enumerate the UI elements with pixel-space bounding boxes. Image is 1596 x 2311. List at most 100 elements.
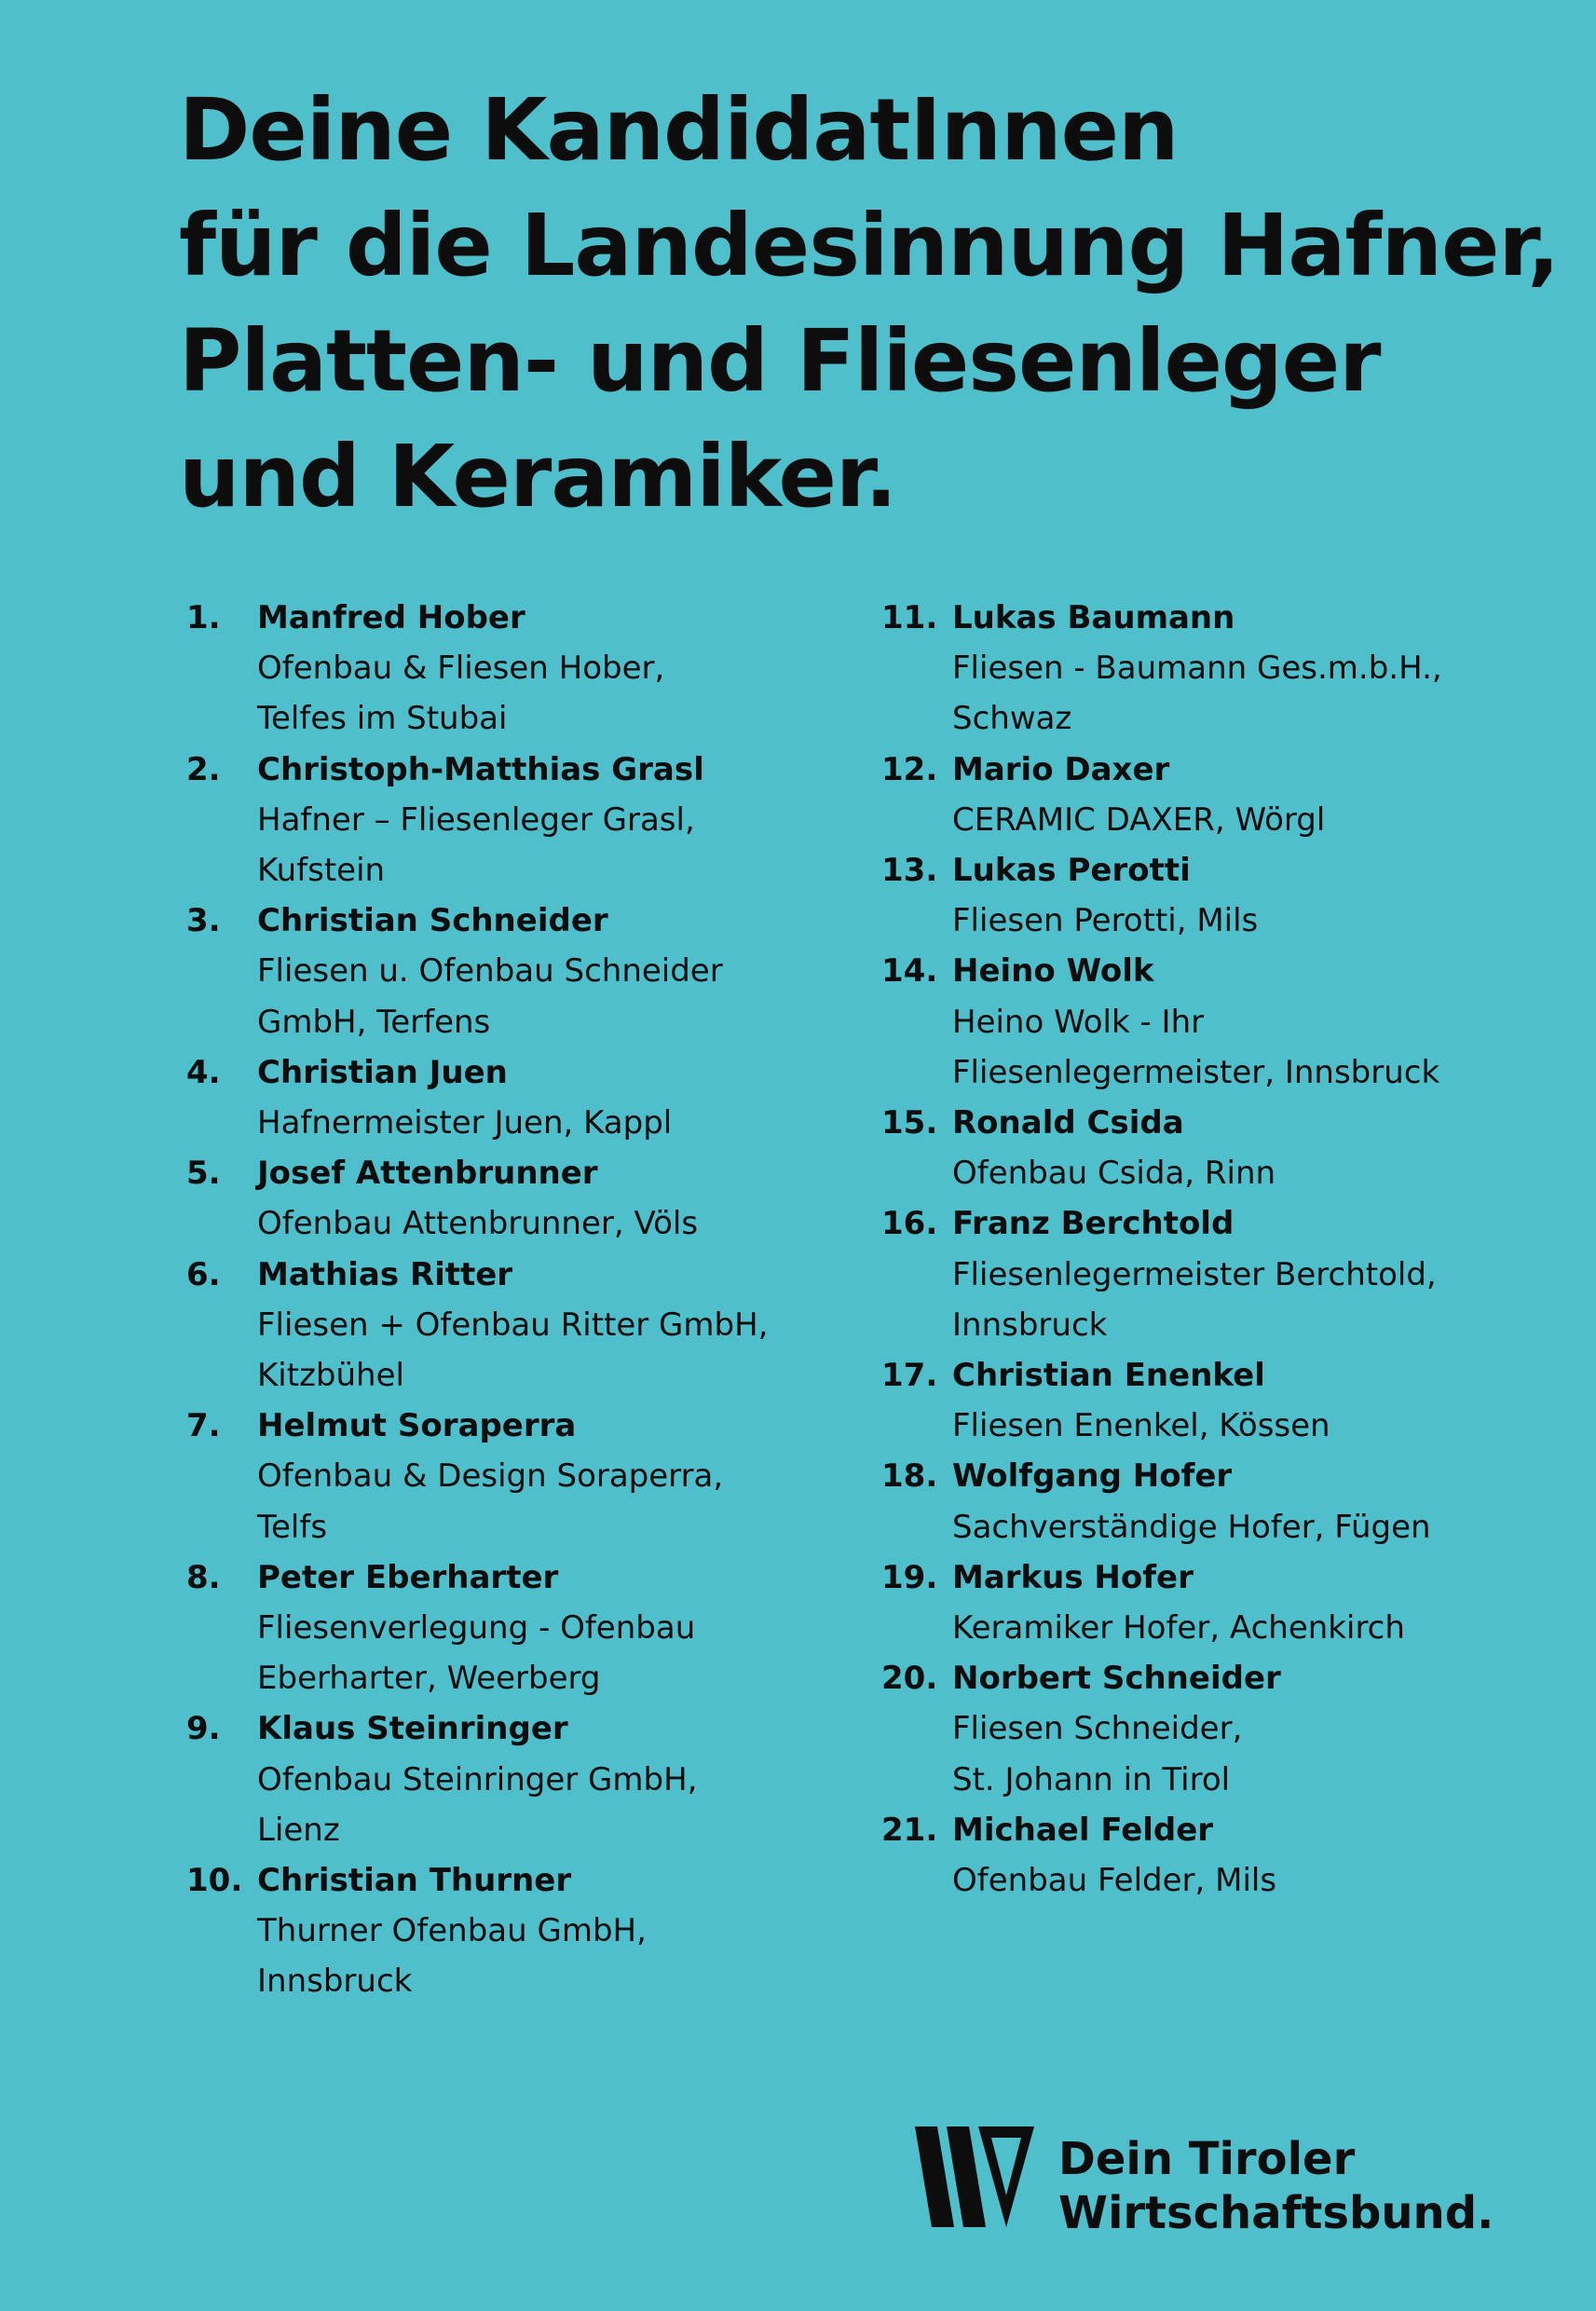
page-headline: Deine KandidatInnen für die Landesinnung… (179, 73, 1576, 535)
candidate-item: 15. Ronald Csida Ofenbau Csida, Rinn (881, 1098, 1571, 1198)
candidate-number: 8. (186, 1558, 221, 1596)
candidate-company: CERAMIC DAXER, Wörgl (952, 800, 1326, 839)
candidate-number: 17. (881, 1357, 938, 1395)
candidate-name: Klaus Steinringer (257, 1710, 568, 1748)
candidate-name: Christian Thurner (257, 1862, 572, 1900)
headline-line: Deine KandidatInnen (179, 80, 1180, 180)
candidate-name: Franz Berchtold (952, 1205, 1235, 1243)
candidate-company: Schwaz (952, 700, 1072, 738)
candidate-name: Mathias Ritter (257, 1255, 513, 1293)
candidate-item: 13. Lukas Perotti Fliesen Perotti, Mils (881, 845, 1571, 946)
candidate-list-left: 1. Manfred Hober Ofenbau & Fliesen Hober, T… (186, 593, 857, 2007)
wirtschaftsbund-w-logo-icon (915, 2126, 1034, 2227)
candidate-number: 19. (881, 1558, 938, 1596)
candidate-name: Wolfgang Hofer (952, 1457, 1233, 1496)
candidate-company: Keramiker Hofer, Achenkirch (952, 1609, 1405, 1648)
candidate-number: 3. (186, 902, 221, 940)
candidate-name: Markus Hofer (952, 1558, 1194, 1596)
candidate-name: Peter Eberharter (257, 1558, 559, 1596)
candidate-company: Fliesenverlegung - Ofenbau (257, 1609, 696, 1648)
candidate-number: 13. (881, 852, 938, 890)
headline-line: für die Landesinnung Hafner, (179, 196, 1560, 295)
candidate-name: Michael Felder (952, 1811, 1214, 1849)
candidate-company: Ofenbau & Fliesen Hober, (257, 650, 665, 688)
candidate-item: 21. Michael Felder Ofenbau Felder, Mils (881, 1805, 1571, 1906)
candidate-name: Lukas Baumann (952, 599, 1235, 636)
logo-line: Wirtschaftsbund. (1058, 2187, 1494, 2239)
candidate-item: 16. Franz Berchtold Fliesenlegermeister Be… (881, 1198, 1571, 1350)
logo-wordmark: Dein Tiroler Wirtschaftsbund. (1058, 2132, 1494, 2240)
candidate-company: Fliesen Enenkel, Kössen (952, 1407, 1330, 1445)
candidate-item: 2. Christoph-Matthias Grasl Hafner – Flies… (186, 745, 857, 896)
candidate-company: Telfs (257, 1508, 328, 1546)
candidate-number: 10. (186, 1862, 243, 1900)
candidate-number: 6. (186, 1255, 221, 1293)
candidate-company: Hafnermeister Juen, Kappl (257, 1104, 673, 1142)
candidate-number: 20. (881, 1660, 938, 1698)
candidate-name: Christian Juen (257, 1053, 508, 1091)
candidate-company: Ofenbau & Design Soraperra, (257, 1457, 724, 1496)
candidate-company: Thurner Ofenbau GmbH, (257, 1912, 647, 1950)
candidate-name: Heino Wolk (952, 952, 1154, 991)
candidate-company: Heino Wolk - Ihr (952, 1003, 1205, 1041)
candidate-company: Hafner – Fliesenleger Grasl, (257, 800, 695, 839)
candidate-company: Innsbruck (952, 1306, 1108, 1344)
candidate-name: Ronald Csida (952, 1104, 1184, 1142)
headline-line: und Keramiker. (179, 427, 897, 526)
candidate-item: 12. Mario Daxer CERAMIC DAXER, Wörgl (881, 745, 1571, 845)
candidate-item: 14. Heino Wolk Heino Wolk - Ihr Fliesenlege… (881, 946, 1571, 1098)
candidate-item: 7. Helmut Soraperra Ofenbau & Design Sorap… (186, 1401, 857, 1552)
candidate-name: Mario Daxer (952, 750, 1170, 788)
candidate-number: 11. (881, 599, 938, 636)
candidate-name: Christian Enenkel (952, 1357, 1265, 1395)
candidate-item: 11. Lukas Baumann Fliesen - Baumann Ges.m.… (881, 593, 1571, 745)
candidate-company: Fliesen Schneider, (952, 1710, 1243, 1748)
candidate-item: 8. Peter Eberharter Fliesenverlegung - Ofe… (186, 1552, 857, 1704)
candidate-item: 19. Markus Hofer Keramiker Hofer, Achenkir… (881, 1552, 1571, 1653)
candidate-company: Ofenbau Felder, Mils (952, 1862, 1277, 1900)
candidate-name: Manfred Hober (257, 599, 525, 636)
candidate-company: Kufstein (257, 852, 386, 890)
candidate-number: 16. (881, 1205, 938, 1243)
candidate-name: Lukas Perotti (952, 852, 1191, 890)
candidate-company: Ofenbau Attenbrunner, Völs (257, 1205, 699, 1243)
candidate-number: 4. (186, 1053, 221, 1091)
candidate-name: Helmut Soraperra (257, 1407, 577, 1445)
candidate-item: 6. Mathias Ritter Fliesen + Ofenbau Ritter… (186, 1250, 857, 1402)
candidate-item: 20. Norbert Schneider Fliesen Schneider, St… (881, 1653, 1571, 1805)
candidate-item: 4. Christian Juen Hafnermeister Juen, Kapp… (186, 1047, 857, 1148)
candidate-company: Ofenbau Steinringer GmbH, (257, 1760, 698, 1798)
candidate-item: 9. Klaus Steinringer Ofenbau Steinringer G… (186, 1703, 857, 1855)
candidate-number: 12. (881, 750, 938, 788)
candidate-company: Sachverständige Hofer, Fügen (952, 1508, 1431, 1546)
candidate-company: Fliesen Perotti, Mils (952, 902, 1259, 940)
candidate-number: 18. (881, 1457, 938, 1496)
candidate-item: 5. Josef Attenbrunner Ofenbau Attenbrunner… (186, 1148, 857, 1249)
candidate-company: Telfes im Stubai (257, 700, 508, 738)
candidate-name: Josef Attenbrunner (257, 1155, 598, 1193)
candidate-company: Kitzbühel (257, 1357, 404, 1395)
candidate-company: Ofenbau Csida, Rinn (952, 1155, 1276, 1193)
candidate-number: 9. (186, 1710, 221, 1748)
candidate-name: Norbert Schneider (952, 1660, 1281, 1698)
candidate-company: GmbH, Terfens (257, 1003, 491, 1041)
candidate-number: 1. (186, 599, 221, 636)
candidate-company: St. Johann in Tirol (952, 1760, 1231, 1798)
candidate-item: 1. Manfred Hober Ofenbau & Fliesen Hober, T… (186, 593, 857, 745)
wirtschaftsbund-logo: Dein Tiroler Wirtschaftsbund. (913, 2125, 1584, 2239)
candidate-number: 2. (186, 750, 221, 788)
headline-line: Platten- und Fliesenleger (179, 311, 1382, 411)
candidate-company: Fliesen + Ofenbau Ritter GmbH, (257, 1306, 769, 1344)
candidate-company: Innsbruck (257, 1962, 413, 2001)
logo-line: Dein Tiroler (1058, 2133, 1356, 2185)
candidate-number: 15. (881, 1104, 938, 1142)
candidate-company: Fliesenlegermeister, Innsbruck (952, 1053, 1440, 1091)
candidate-item: 10. Christian Thurner Thurner Ofenbau GmbH… (186, 1855, 857, 2007)
candidate-number: 7. (186, 1407, 221, 1445)
candidate-item: 3. Christian Schneider Fliesen u. Ofenbau … (186, 896, 857, 1047)
candidate-item: 17. Christian Enenkel Fliesen Enenkel, Kös… (881, 1350, 1571, 1451)
candidate-name: Christian Schneider (257, 902, 608, 940)
candidate-number: 14. (881, 952, 938, 991)
candidate-company: Fliesenlegermeister Berchtold, (952, 1255, 1437, 1293)
candidate-company: Fliesen u. Ofenbau Schneider (257, 952, 723, 991)
